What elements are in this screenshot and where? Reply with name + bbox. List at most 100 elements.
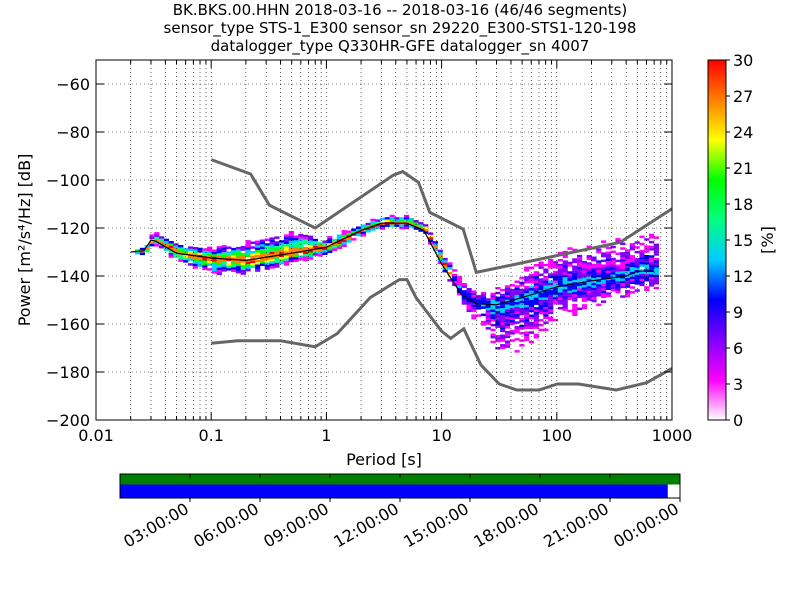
density-cell (629, 264, 635, 268)
density-cell (528, 290, 535, 293)
density-cell (245, 247, 251, 250)
density-cell (500, 336, 506, 340)
density-cell (259, 261, 266, 264)
density-cell (644, 250, 650, 253)
density-cell (548, 304, 554, 307)
density-cell (533, 312, 539, 315)
density-cell (207, 249, 213, 252)
density-cell (562, 262, 568, 266)
density-cell (634, 289, 640, 292)
density-cell (216, 255, 222, 259)
density-cell (495, 335, 501, 338)
density-cell (370, 225, 376, 229)
density-cell (211, 263, 218, 267)
density-cell (264, 257, 270, 261)
density-cell (288, 238, 294, 241)
density-cell (480, 320, 487, 324)
density-cell (601, 266, 607, 270)
density-cell (308, 245, 314, 248)
density-cell (533, 297, 539, 301)
density-cell (519, 298, 525, 301)
density-cell (476, 295, 482, 298)
density-cell (605, 263, 611, 266)
density-cell (644, 264, 650, 268)
density-cell (557, 251, 563, 255)
density-cell (144, 249, 150, 253)
colorbar-tick-label: 6 (733, 339, 743, 358)
density-cell (504, 330, 511, 334)
density-cell (308, 240, 314, 243)
density-cell (625, 258, 631, 262)
density-cell (552, 294, 559, 298)
density-cell (524, 321, 530, 325)
density-cell (288, 240, 294, 244)
density-cell (495, 323, 501, 326)
x-tick-label: 0.01 (78, 426, 114, 445)
density-cell (235, 268, 242, 271)
density-cell (211, 266, 218, 269)
density-cell (202, 248, 208, 251)
density-cell (293, 252, 299, 255)
density-cell (514, 330, 520, 334)
density-cell (615, 259, 621, 263)
density-cell (533, 295, 539, 298)
density-cell (317, 254, 323, 257)
density-cell (495, 287, 501, 290)
density-cell (567, 278, 573, 281)
density-cell (581, 275, 587, 278)
density-cell (211, 261, 218, 264)
density-cell (586, 281, 592, 284)
density-cell (543, 311, 549, 315)
density-cell (240, 272, 246, 275)
density-cell (519, 332, 525, 335)
density-cell (644, 247, 650, 251)
colorbar (707, 59, 727, 421)
density-cell (283, 258, 290, 261)
density-cell (269, 247, 275, 250)
density-heatmap (135, 214, 659, 353)
density-cell (490, 316, 496, 320)
density-cell (423, 224, 429, 227)
density-cell (461, 283, 467, 286)
density-cell (509, 315, 515, 318)
density-cell (245, 266, 251, 269)
density-cell (552, 318, 559, 322)
density-cell (620, 268, 626, 272)
density-cell (524, 269, 530, 272)
density-cell (322, 252, 328, 255)
density-cell (538, 297, 544, 300)
density-cell (255, 247, 261, 251)
density-cell (625, 285, 631, 288)
density-cell (557, 263, 563, 267)
density-cell (240, 253, 246, 256)
density-cell (211, 251, 218, 255)
density-cell (591, 275, 597, 279)
density-cell (485, 315, 491, 318)
density-cell (504, 304, 511, 307)
density-cell (317, 249, 323, 252)
density-cell (360, 226, 366, 230)
density-cell (245, 268, 251, 272)
density-cell (500, 288, 506, 292)
density-cell (543, 299, 549, 303)
density-cell (279, 261, 285, 265)
density-cell (437, 261, 443, 265)
density-cell (375, 224, 381, 227)
timeline-tick-label: 21:00:00 (540, 499, 612, 551)
density-cell (581, 289, 587, 293)
density-cell (322, 247, 328, 251)
density-cell (538, 302, 544, 305)
density-cell (562, 298, 568, 302)
density-cell (413, 220, 419, 223)
density-cell (577, 266, 583, 270)
density-cell (625, 263, 631, 267)
density-cell (620, 247, 626, 250)
density-cell (625, 280, 631, 283)
density-cell (514, 285, 520, 288)
density-cell (504, 340, 511, 343)
density-cell (283, 244, 290, 247)
density-cell (596, 289, 602, 292)
density-cell (221, 245, 227, 248)
density-cell (135, 251, 141, 255)
density-cell (601, 278, 607, 282)
